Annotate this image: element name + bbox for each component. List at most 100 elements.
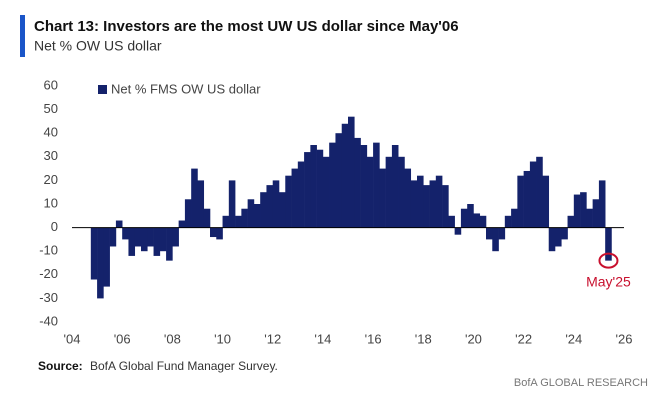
bar <box>517 175 524 228</box>
bar <box>417 175 424 228</box>
bar <box>329 142 336 228</box>
y-tick-label: -30 <box>39 290 58 305</box>
bar <box>360 145 368 228</box>
bar <box>310 145 317 228</box>
bar <box>115 220 123 228</box>
bar <box>203 208 211 228</box>
bar <box>467 204 474 228</box>
x-tick-label: '04 <box>64 331 81 346</box>
bar <box>529 161 537 228</box>
chart-subtitle: Net % OW US dollar <box>34 38 162 54</box>
bar <box>605 227 612 261</box>
bar <box>348 116 355 228</box>
bar <box>448 215 455 228</box>
bar <box>291 168 299 228</box>
bar <box>486 227 493 240</box>
annotation: May'25 <box>586 273 631 289</box>
bar <box>379 168 386 228</box>
bar <box>423 185 430 228</box>
brand: BofA GLOBAL RESEARCH <box>514 377 648 389</box>
source-label: Source: <box>38 359 83 373</box>
bar <box>555 227 562 247</box>
x-tick-label: '22 <box>515 331 532 346</box>
x-tick-label: '18 <box>415 331 432 346</box>
bar <box>460 208 468 228</box>
x-tick-label: '24 <box>565 331 582 346</box>
y-tick-label: 20 <box>44 172 58 187</box>
bar <box>442 185 449 228</box>
y-tick-label: 10 <box>44 195 58 210</box>
bar <box>580 192 587 228</box>
y-tick-label: 50 <box>44 101 58 116</box>
bar <box>260 192 267 228</box>
bar <box>147 227 154 247</box>
bar <box>191 168 198 228</box>
bar <box>128 227 136 256</box>
bar <box>222 215 230 228</box>
bar <box>335 133 343 228</box>
bar <box>398 156 405 228</box>
bar <box>586 208 593 228</box>
bar <box>279 192 286 228</box>
y-tick-label: 40 <box>44 125 58 140</box>
bar <box>166 227 173 261</box>
bar <box>210 227 217 238</box>
legend-label: Net % FMS OW US dollar <box>111 81 261 96</box>
bar <box>184 199 192 228</box>
bar <box>228 180 236 228</box>
bar <box>504 215 512 228</box>
bar <box>410 180 418 228</box>
x-tick-label: '10 <box>214 331 231 346</box>
x-tick-label: '16 <box>365 331 382 346</box>
bar <box>159 227 167 252</box>
bar <box>241 208 248 228</box>
bar <box>266 185 274 228</box>
bar <box>253 204 261 228</box>
bar <box>429 180 437 228</box>
legend-swatch <box>98 85 107 94</box>
bar <box>90 227 98 280</box>
bar <box>473 213 481 228</box>
bar <box>391 145 399 228</box>
bar <box>341 123 349 228</box>
y-tick-label: -40 <box>39 313 58 328</box>
bar <box>235 215 242 228</box>
bar <box>385 156 393 228</box>
title-accent <box>20 15 25 57</box>
x-tick-label: '14 <box>314 331 331 346</box>
source: BofA Global Fund Manager Survey. <box>90 359 278 373</box>
x-tick-label: '12 <box>264 331 281 346</box>
bar <box>542 175 550 228</box>
bar <box>498 227 506 240</box>
bar <box>536 156 543 228</box>
bar <box>316 149 324 228</box>
bar <box>141 227 148 252</box>
y-tick-label: 60 <box>44 77 58 92</box>
bar <box>492 227 499 252</box>
bar <box>598 180 606 228</box>
chart-title: Chart 13: Investors are the most UW US d… <box>34 18 459 35</box>
y-tick-label: 30 <box>44 148 58 163</box>
bar <box>197 180 205 228</box>
bar <box>97 227 104 299</box>
x-tick-label: '20 <box>465 331 482 346</box>
bar <box>178 220 186 228</box>
bar <box>479 215 487 228</box>
bar <box>285 175 292 228</box>
y-tick-label: -20 <box>39 266 58 281</box>
bar <box>404 168 412 228</box>
bar <box>153 227 161 256</box>
x-tick-label: '06 <box>114 331 131 346</box>
bar <box>366 156 374 228</box>
bar <box>511 208 518 228</box>
bar <box>247 199 255 228</box>
bar <box>573 194 581 228</box>
bar <box>103 227 110 287</box>
bar <box>454 227 462 235</box>
bar <box>172 227 179 247</box>
bar <box>109 227 117 247</box>
bar <box>592 199 600 228</box>
bar <box>373 142 380 228</box>
bar <box>435 175 443 228</box>
